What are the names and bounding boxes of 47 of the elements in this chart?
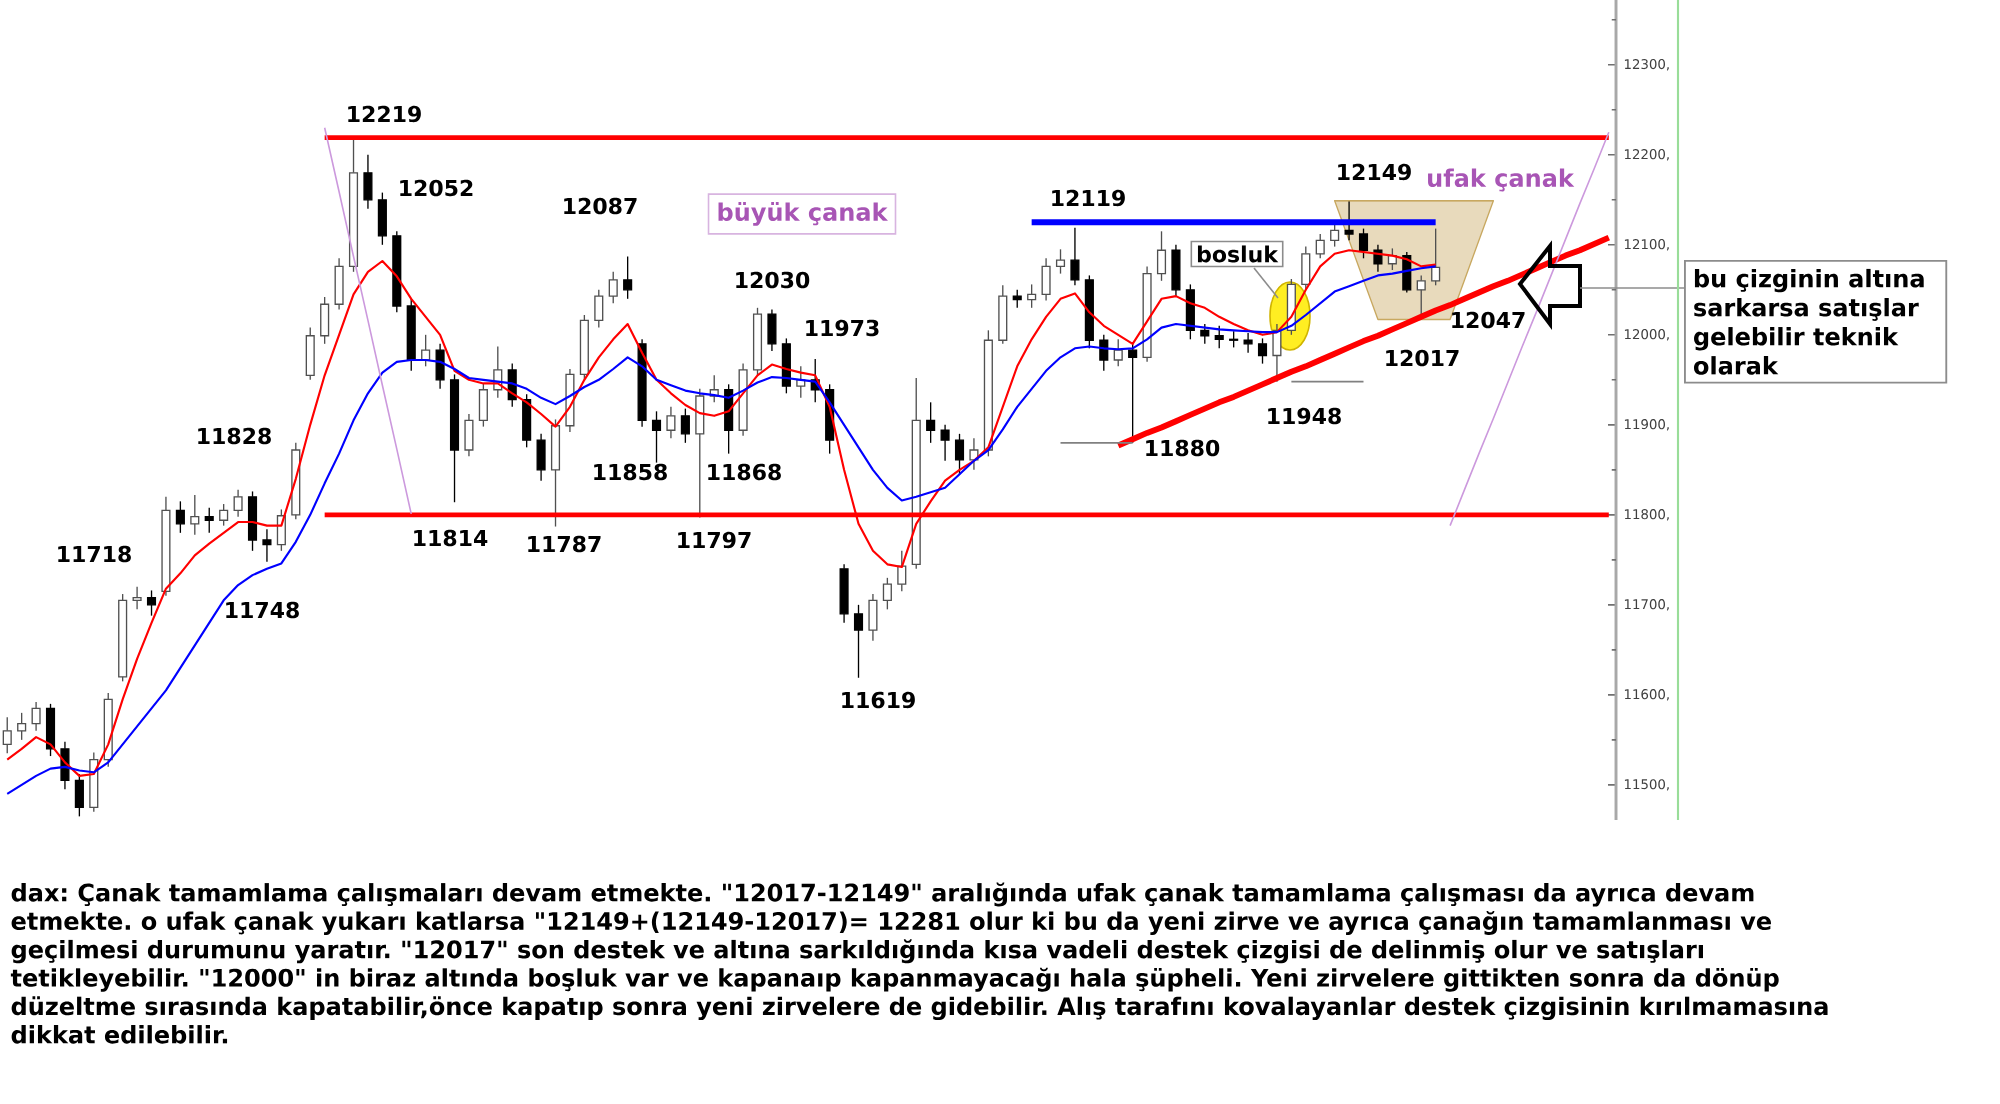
candlestick [161,496,171,597]
annotation: 12087 [564,197,637,215]
candlestick [1041,257,1051,302]
candlestick [839,563,849,624]
annotation: 11748 [226,601,299,619]
annotation: 12149 [1338,163,1411,181]
annotation: 11828 [198,427,271,445]
candlestick [1070,227,1080,286]
candlestick [334,257,344,311]
annotation: 11718 [58,545,131,563]
candlestick [464,413,474,457]
annotation: 11868 [708,463,781,481]
annotation: 11797 [678,531,751,549]
candlestick [767,308,777,352]
annotation: büyük çanak [718,202,888,226]
candlestick [969,437,979,471]
annotation: 11948 [1268,407,1341,425]
annotation: 12119 [1052,189,1125,207]
candlestick [435,343,445,390]
candlestick [132,586,142,611]
candlestick [363,154,373,210]
candlestick [262,528,272,563]
annotation: 11814 [414,529,488,547]
annotation: 11619 [842,691,915,709]
annotation: 11973 [806,319,879,337]
annotation: 11880 [1146,439,1220,457]
text: bu çizginin altına sarkarsa satışlar gelebilir teknik olarak [1693,268,1924,375]
annotation: bosluk [1197,245,1279,263]
annotation: 11787 [528,535,601,553]
candlestick [1142,265,1152,363]
candlestick [1171,244,1181,298]
candlestick [738,362,748,437]
annotation: 12052 [400,179,473,197]
annotation: 12219 [348,105,421,123]
candlestick [1344,200,1354,241]
annotation: 11858 [594,463,667,481]
candlestick [31,701,41,732]
annotation: ufak çanak [1428,168,1575,192]
text: dax: Çanak tamamlama çalışmaları devam etmekte. "12017-12149" aralığında ufak çanak tamamlama çalışması da ayrıca devam etmekte. o ufak çanak yukarı katlarsa "12149+(12149-12017)= 12281 olur ki bu da yeni zirve ve ayrıca çanağın tamamlanması ve geçilmesi durumunu yaratır. "12017" son destek ve altına sarkıldığında kısa vadeli destek çizgisi de delinmiş olur ve satışları tetikleyebilir. "12000" in biraz altında boşluk var ve kapanaıp kapanmayacağı hala şüpheli. Yeni zirvelere gittikten sonra da dönüp düzeltme sırasında kapatabilir,önce kapatıp sonra yeni zirvelere de gidebilir. Alış tarafını kovalayanlar destek çizgisinin kırılmamasına dikkat edilebilir. [10,882,1828,1044]
candlestick [536,433,546,482]
annotation: 12047 [1452,311,1525,329]
candlestick [666,406,676,439]
candlestick [940,424,950,462]
annotation: 12017 [1386,349,1459,367]
annotation: 12030 [736,271,810,289]
candlestick [233,488,243,518]
candlestick [868,593,878,642]
